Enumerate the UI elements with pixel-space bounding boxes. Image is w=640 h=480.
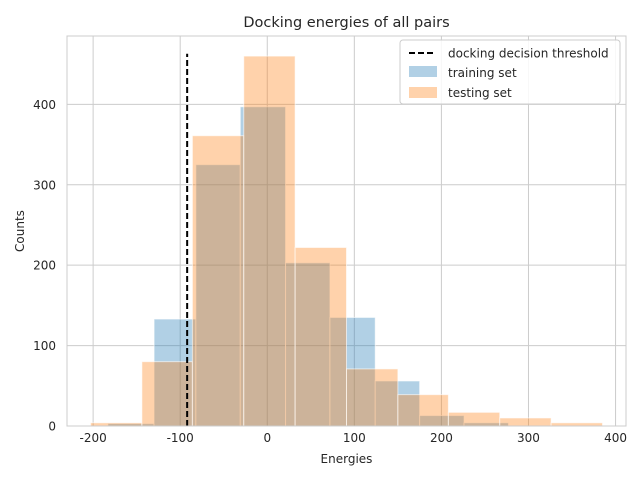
histogram-bar [447, 411, 501, 427]
x-tick-label: 400 [604, 431, 627, 445]
x-tick-labels: -200 -100 0 100 200 300 400 [80, 431, 628, 445]
legend-training-swatch [409, 66, 437, 77]
plot-frame [66, 35, 627, 427]
x-tick-label: 100 [343, 431, 366, 445]
x-tick-label: 0 [263, 431, 271, 445]
histogram-bar [397, 394, 449, 427]
x-axis-label: Energies [321, 452, 373, 466]
y-tick-label: 400 [33, 98, 56, 112]
series-training-set [107, 106, 509, 427]
x-tick-label: 200 [430, 431, 453, 445]
legend-threshold-label: docking decision threshold [448, 47, 609, 61]
histogram-bar [294, 246, 347, 427]
chart-title: Docking energies of all pairs [243, 15, 449, 31]
histogram-bar [285, 262, 331, 427]
histogram-bar [239, 106, 287, 427]
x-tick-label: -200 [80, 431, 107, 445]
histogram-bar [243, 55, 296, 427]
y-axis-label: Counts [13, 210, 27, 252]
y-tick-label: 100 [33, 339, 56, 353]
series-testing-set [90, 55, 603, 427]
legend-testing-label: testing set [448, 86, 512, 100]
histogram-bar [191, 135, 245, 427]
histogram-bar [499, 417, 552, 427]
bars-layer [90, 55, 603, 427]
histogram-bar [346, 368, 399, 427]
legend-box [399, 39, 621, 105]
x-tick-label: 300 [517, 431, 540, 445]
legend-testing-swatch [409, 87, 437, 98]
y-tick-label: 0 [48, 420, 56, 434]
histogram-bar [195, 164, 241, 427]
histogram-bar [141, 361, 193, 427]
x-tick-label: -100 [167, 431, 194, 445]
histogram-bar [329, 316, 376, 427]
y-tick-labels: 0 100 200 300 400 [33, 98, 56, 434]
y-tick-label: 300 [33, 178, 56, 192]
legend: docking decision threshold training set … [399, 39, 621, 105]
y-tick-label: 200 [33, 259, 56, 273]
legend-training-label: training set [448, 66, 517, 80]
